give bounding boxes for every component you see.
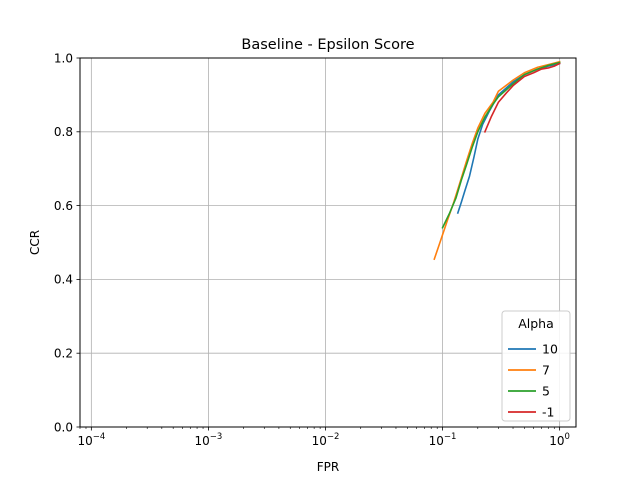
x-tick-label-exponent: −1 [444, 432, 457, 442]
x-tick-label: 100 [549, 432, 570, 448]
legend: Alpha 10 7 5 -1 [501, 310, 571, 422]
legend-label-3: -1 [542, 405, 554, 420]
y-axis-label: CCR [28, 230, 42, 255]
x-tick-label: 10−4 [77, 432, 105, 448]
x-tick-label-base: 10 [429, 434, 444, 448]
x-tick-label: 10−3 [195, 432, 223, 448]
series-line-0 [456, 62, 561, 214]
x-tick-label: 10−1 [429, 432, 457, 448]
series-line-2 [441, 61, 561, 229]
x-axis-label: FPR [317, 460, 339, 474]
x-tick-label-base: 10 [549, 434, 564, 448]
x-tick-label-base: 10 [77, 434, 92, 448]
legend-box [501, 310, 571, 422]
x-tick-label-base: 10 [195, 434, 210, 448]
x-tick-label-exponent: −2 [327, 432, 340, 442]
y-tick-label: 1.0 [54, 51, 73, 65]
legend-label-0: 10 [542, 342, 558, 357]
y-tick-label: 0.4 [54, 273, 73, 287]
x-tick-label-exponent: −3 [210, 432, 223, 442]
legend-label-2: 5 [542, 384, 550, 399]
series-line-1 [433, 60, 561, 261]
y-tick-label: 0.8 [54, 125, 73, 139]
chart-title: Baseline - Epsilon Score [241, 37, 414, 53]
series-line-3 [483, 62, 561, 133]
legend-title: Alpha [518, 316, 554, 331]
x-tick-label-exponent: −4 [93, 432, 106, 442]
legend-label-1: 7 [542, 363, 550, 378]
plot-series [433, 60, 561, 261]
x-tick-label-exponent: 0 [565, 432, 570, 442]
y-tick-label: 0.6 [54, 199, 73, 213]
x-tick-label-base: 10 [312, 434, 327, 448]
y-tick-label: 0.2 [54, 347, 73, 361]
y-tick-label: 0.0 [54, 420, 73, 434]
plot-frame [79, 57, 577, 428]
x-tick-label: 10−2 [312, 432, 340, 448]
